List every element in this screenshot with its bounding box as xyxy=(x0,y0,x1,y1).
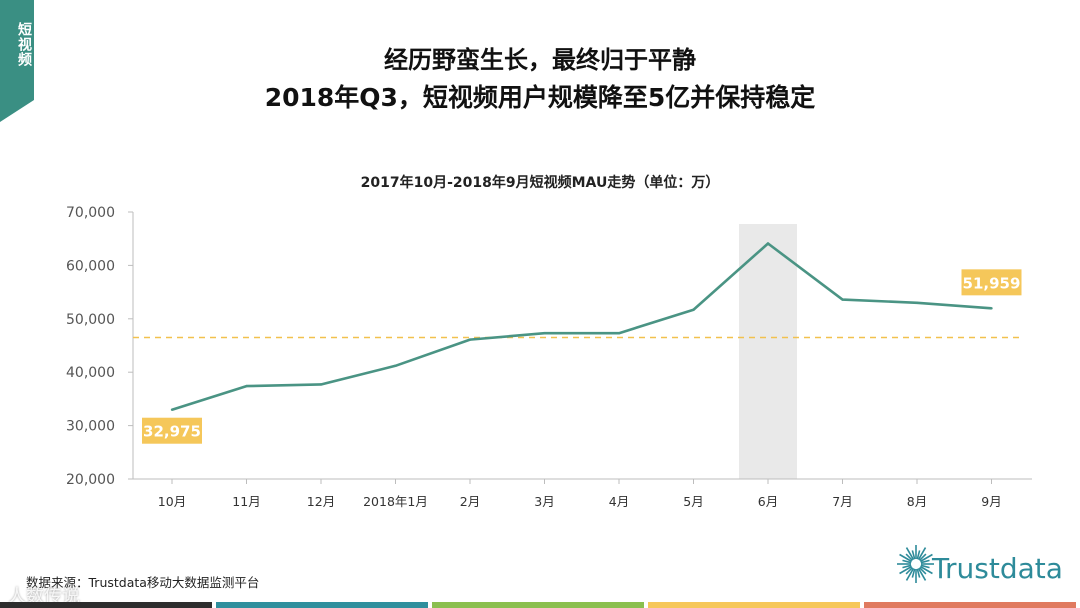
y-tick-label: 60,000 xyxy=(66,258,115,274)
bottom-bar-segment xyxy=(216,602,428,608)
data-point xyxy=(394,364,397,367)
starburst-ray xyxy=(917,547,927,561)
x-tick-label: 7月 xyxy=(832,494,852,509)
starburst-ray xyxy=(919,565,933,575)
y-tick-label: 40,000 xyxy=(66,365,115,381)
data-point xyxy=(990,307,993,310)
side-tab-label: 短视频 xyxy=(16,22,32,67)
x-tick-label: 4月 xyxy=(609,494,629,509)
bottom-bar-segment xyxy=(648,602,860,608)
starburst-icon xyxy=(897,545,935,583)
data-source: 数据来源：Trustdata移动大数据监测平台 xyxy=(26,575,260,590)
data-point xyxy=(468,338,472,341)
starburst-ray xyxy=(905,553,914,562)
bottom-bar-segment xyxy=(0,602,212,608)
starburst-ray xyxy=(920,559,930,564)
trustdata-logo: Trustdata xyxy=(894,536,1064,592)
data-point xyxy=(170,408,174,411)
y-tick-label: 70,000 xyxy=(66,205,115,221)
chart-title: 2017年10月-2018年9月短视频MAU走势（单位：万） xyxy=(360,175,720,191)
highlight-band xyxy=(739,224,797,479)
starburst-ray xyxy=(911,550,916,560)
starburst-ray xyxy=(905,567,915,581)
data-label: 32,975 xyxy=(143,423,201,441)
starburst-ray xyxy=(917,567,927,581)
x-tick-label: 10月 xyxy=(158,494,186,509)
starburst-ray xyxy=(902,564,912,569)
side-tab: 短视频 xyxy=(0,0,34,122)
data-point xyxy=(841,298,844,301)
x-tick-label: 3月 xyxy=(534,494,554,509)
data-point xyxy=(245,384,248,388)
logo-text: Trustdata xyxy=(932,552,1063,585)
x-tick-label: 12月 xyxy=(307,494,335,509)
bottom-bar-segment xyxy=(432,602,644,608)
data-label-box xyxy=(961,269,1022,296)
y-tick-label: 20,000 xyxy=(66,472,115,488)
data-point xyxy=(766,242,770,245)
starburst-ray xyxy=(920,564,930,569)
starburst-ray xyxy=(918,553,927,562)
x-tick-label: 2018年1月 xyxy=(363,494,428,509)
starburst-ray xyxy=(919,553,933,563)
y-tick-label: 30,000 xyxy=(66,419,115,435)
x-tick-label: 11月 xyxy=(232,494,260,509)
data-label: 51,959 xyxy=(963,274,1021,292)
data-label-box xyxy=(142,417,202,444)
starburst-ray xyxy=(905,547,915,561)
x-tick-label: 9月 xyxy=(981,494,1001,509)
headline-line1: 经历野蛮生长，最终归于平静 xyxy=(384,46,696,74)
data-point xyxy=(543,332,546,335)
watermark: 人数传说 xyxy=(8,586,80,607)
x-tick-label: 8月 xyxy=(907,494,927,509)
starburst-ray xyxy=(902,559,912,564)
x-tick-label: 5月 xyxy=(683,494,703,509)
starburst-ray xyxy=(899,553,913,563)
headline-line2: 2018年Q3，短视频用户规模降至5亿并保持稳定 xyxy=(264,83,816,112)
y-tick-label: 50,000 xyxy=(66,312,115,328)
starburst-ray xyxy=(918,566,927,575)
starburst-ray xyxy=(905,566,914,575)
series-line xyxy=(171,242,992,411)
data-point xyxy=(617,332,621,335)
bottom-bar-segment xyxy=(864,602,1076,608)
starburst-ray xyxy=(911,568,916,578)
x-tick-label: 2月 xyxy=(460,494,480,509)
data-point xyxy=(319,383,323,386)
data-point xyxy=(915,301,919,304)
bottom-color-bars xyxy=(0,602,1080,608)
starburst-ray xyxy=(916,568,921,578)
data-point xyxy=(692,308,695,311)
starburst-ray xyxy=(916,550,921,560)
x-tick-label: 6月 xyxy=(758,494,778,509)
starburst-ray xyxy=(899,565,913,575)
